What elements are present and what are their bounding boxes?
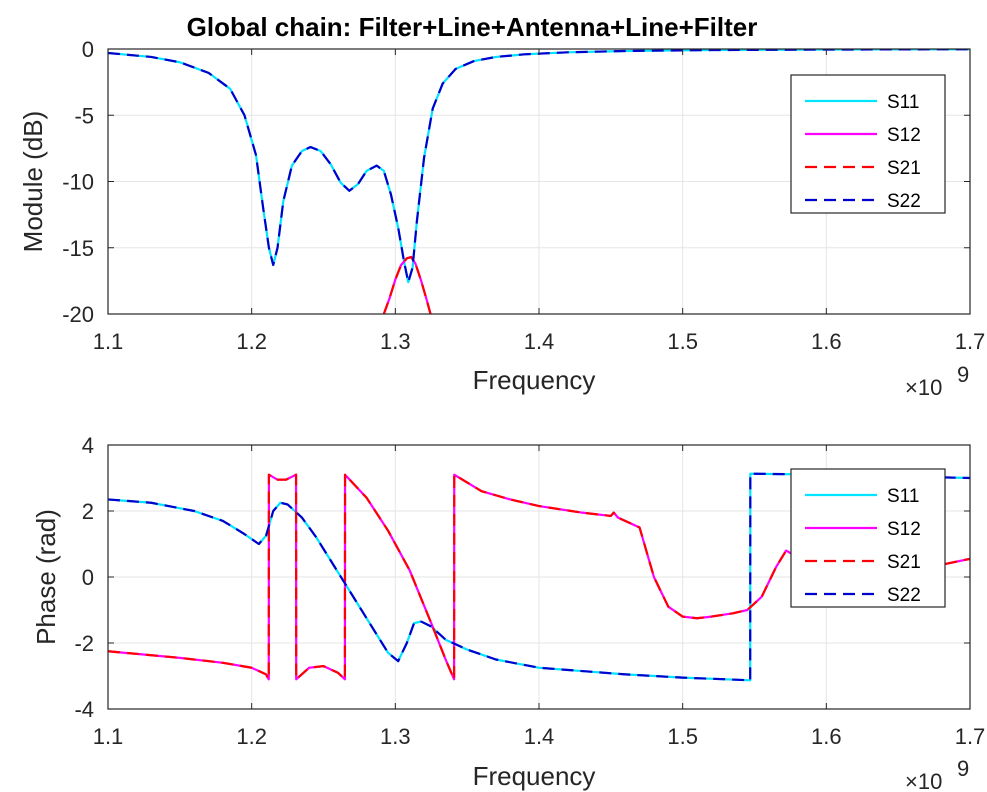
legend-label-s22: S22 xyxy=(887,585,921,606)
legend-box xyxy=(790,468,946,608)
y-tick-label: -2 xyxy=(74,631,94,656)
legend-label-s12: S12 xyxy=(887,125,921,146)
series-group xyxy=(108,49,970,314)
x-tick-label: 1.5 xyxy=(667,329,698,354)
x-tick-label: 1.1 xyxy=(93,329,124,354)
legend-label-s12: S12 xyxy=(887,519,921,540)
series-line-s21 xyxy=(108,473,970,681)
legend: S11 S12 S21 S22 xyxy=(790,74,946,214)
x-axis-label: Frequency xyxy=(473,761,596,791)
x-tick-label: 1.7 xyxy=(955,329,986,354)
x-multiplier-label: ×10 xyxy=(905,769,942,792)
legend-label-s21: S21 xyxy=(887,552,921,573)
series-line-s22 xyxy=(108,49,970,284)
legend-label-s21: S21 xyxy=(887,158,921,179)
x-tick-label: 1.6 xyxy=(811,329,842,354)
module-plot: 1.1 1.2 1.3 1.4 1.5 1.6 1.7 -20 -15 -10 -5 0 Frequen… xyxy=(18,37,985,400)
y-axis-label: Module (dB) xyxy=(18,111,48,253)
x-tick-label: 1.4 xyxy=(524,329,555,354)
phase-plot: 1.1 1.2 1.3 1.4 1.5 1.6 1.7 -4 -2 0 2 4 Frequency Pha… xyxy=(31,433,985,792)
y-tick-label: -4 xyxy=(74,697,94,722)
y-tick-label: 0 xyxy=(82,565,94,590)
x-tick-label: 1.4 xyxy=(524,724,555,749)
series-line-s12 xyxy=(382,255,432,314)
x-tick-label: 1.2 xyxy=(236,724,267,749)
x-multiplier-exponent: 9 xyxy=(957,756,969,781)
x-tick-label: 1.7 xyxy=(955,724,986,749)
figure-title: Global chain: Filter+Line+Antenna+Line+F… xyxy=(187,12,758,42)
x-tick-label: 1.3 xyxy=(380,329,411,354)
y-tick-label: 4 xyxy=(82,433,94,458)
y-tick-label: -20 xyxy=(62,302,94,327)
y-axis-label: Phase (rad) xyxy=(31,509,61,645)
series-line-s21 xyxy=(382,255,432,314)
y-tick-label: -5 xyxy=(74,103,94,128)
x-tick-label: 1.5 xyxy=(667,724,698,749)
x-tick-label: 1.6 xyxy=(811,724,842,749)
y-tick-label: -10 xyxy=(62,170,94,195)
series-line-s22 xyxy=(108,472,970,682)
y-tick-label: 2 xyxy=(82,499,94,524)
y-tick-label: -15 xyxy=(62,236,94,261)
legend: S11 S12 S21 S22 xyxy=(790,468,946,608)
series-group xyxy=(108,472,970,682)
x-axis-label: Frequency xyxy=(473,365,596,395)
legend-label-s11: S11 xyxy=(887,486,919,507)
legend-label-s11: S11 xyxy=(887,92,919,113)
y-tick-label: 0 xyxy=(82,37,94,62)
x-tick-label: 1.3 xyxy=(380,724,411,749)
legend-label-s22: S22 xyxy=(887,191,921,212)
x-tick-label: 1.1 xyxy=(93,724,124,749)
x-multiplier-exponent: 9 xyxy=(957,362,969,387)
x-tick-label: 1.2 xyxy=(236,329,267,354)
x-multiplier-label: ×10 xyxy=(905,375,942,400)
legend-box xyxy=(790,74,946,214)
